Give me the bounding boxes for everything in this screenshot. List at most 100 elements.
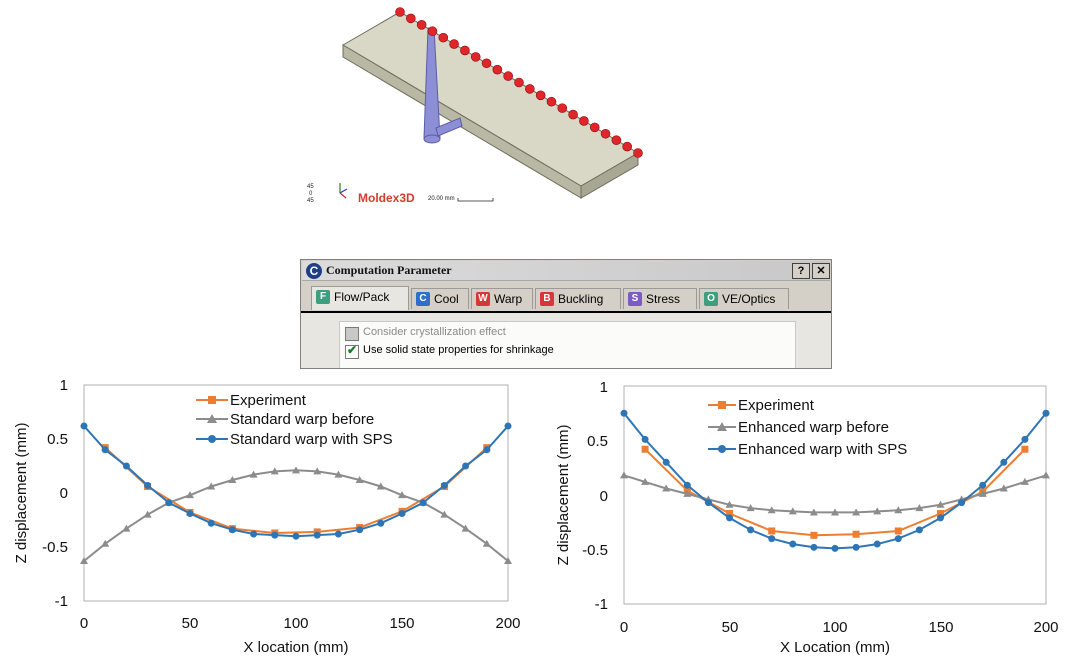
- data-point-square: [810, 531, 818, 539]
- y-tick-label: -0.5: [42, 539, 68, 556]
- plate-side-face: [580, 152, 639, 199]
- help-button[interactable]: ?: [792, 263, 810, 279]
- data-point-circle: [228, 526, 236, 534]
- data-point-triangle: [101, 539, 110, 547]
- tab-buckling[interactable]: B Buckling: [535, 288, 621, 309]
- data-point-triangle: [143, 510, 152, 518]
- gate-marker: [438, 32, 449, 43]
- data-point-circle: [979, 481, 987, 489]
- axis-triad-icon: [339, 183, 348, 199]
- data-point-triangle: [620, 471, 628, 479]
- tab-stress[interactable]: S Stress: [623, 288, 697, 309]
- x-tick-label: 200: [1033, 619, 1058, 636]
- data-point-triangle: [334, 470, 343, 478]
- y-tick-label: 0.5: [587, 433, 608, 450]
- gate-marker: [514, 77, 524, 88]
- data-point-circle: [747, 526, 755, 534]
- ve-optics-tab-icon: O: [704, 292, 718, 306]
- series-line-0: [104, 446, 488, 535]
- data-point-triangle: [788, 507, 797, 515]
- data-point-triangle: [207, 482, 216, 490]
- data-point-square: [726, 510, 733, 518]
- data-point-triangle: [482, 539, 491, 547]
- sprue-base: [423, 134, 441, 144]
- gate-marker: [622, 141, 632, 152]
- data-point-circle: [292, 532, 300, 540]
- data-point-circle: [1021, 435, 1029, 443]
- tab-flow-pack[interactable]: F Flow/Pack: [311, 286, 409, 310]
- tab-cool[interactable]: C Cool: [411, 288, 469, 309]
- data-point-triangle: [270, 467, 279, 475]
- legend-label: Experiment: [230, 392, 307, 409]
- data-point-circle: [726, 514, 733, 522]
- legend-label: Enhanced warp with SPS: [738, 441, 907, 458]
- data-point-triangle: [355, 476, 364, 484]
- data-point-circle: [271, 531, 279, 539]
- app-logo-icon: C: [306, 263, 322, 279]
- data-point-triangle: [641, 477, 650, 485]
- stress-tab-icon: S: [628, 292, 642, 306]
- data-point-square: [641, 445, 649, 453]
- data-point-square: [894, 527, 902, 535]
- y-tick-label: -1: [595, 596, 608, 613]
- data-point-circle: [398, 510, 406, 518]
- tab-ve-optics[interactable]: O VE/Optics: [699, 288, 789, 309]
- gate-marker: [611, 135, 622, 145]
- gate-marker: [481, 58, 492, 69]
- data-point-triangle: [80, 557, 88, 565]
- tab-strip: F Flow/Pack C Cool W Warp B Buckling S S…: [311, 286, 791, 310]
- data-point-circle: [165, 499, 173, 507]
- data-point-circle: [662, 458, 670, 466]
- gate-marker: [525, 84, 535, 94]
- orientation-label-2: 0: [309, 191, 313, 197]
- gate-marker: [633, 148, 643, 158]
- scale-bar: [457, 198, 494, 202]
- plot-area: [80, 384, 512, 602]
- runner: [435, 117, 463, 137]
- gate-marker: [470, 52, 481, 62]
- data-point-triangle: [894, 506, 903, 514]
- data-point-circle: [768, 535, 776, 543]
- x-tick-label: 0: [620, 619, 628, 636]
- x-axis-label: X location (mm): [243, 639, 348, 656]
- solid-state-checkbox[interactable]: ✔: [345, 343, 359, 359]
- data-point-triangle: [746, 504, 755, 512]
- data-point-circle: [831, 544, 839, 552]
- data-point-triangle: [292, 466, 300, 474]
- data-point-triangle: [1020, 477, 1029, 485]
- data-point-circle: [810, 543, 818, 551]
- data-point-triangle: [376, 482, 385, 490]
- flow-pack-tab-icon: F: [316, 290, 330, 304]
- data-point-triangle: [683, 489, 692, 497]
- data-point-triangle: [398, 491, 406, 499]
- gate-marker: [406, 13, 416, 24]
- close-button[interactable]: ✕: [812, 263, 830, 279]
- options-list: Consider crystallization effect ✔ Use so…: [339, 321, 796, 368]
- legend: Experiment Standard warp before Standard…: [196, 392, 393, 448]
- data-point-triangle: [852, 508, 861, 516]
- gate-marker: [395, 7, 405, 17]
- y-tick-label: 1: [60, 377, 68, 394]
- crystallization-checkbox: [345, 327, 359, 341]
- gate-marker: [449, 39, 459, 49]
- buckling-tab-icon: B: [540, 292, 554, 306]
- data-point-square: [1021, 445, 1029, 453]
- data-point-circle: [937, 514, 944, 522]
- x-axis-label: X Location (mm): [780, 639, 890, 656]
- option-label: Use solid state properties for shrinkage: [363, 344, 554, 356]
- data-point-triangle: [915, 504, 924, 512]
- series-line-0: [644, 448, 1026, 537]
- data-point-circle: [101, 446, 109, 454]
- plate-top-face: [342, 11, 639, 187]
- data-point-circle: [1000, 458, 1008, 466]
- data-point-circle: [122, 462, 130, 470]
- plot-border: [623, 385, 1047, 605]
- legend-label: Standard warp before: [230, 411, 374, 428]
- data-point-circle: [313, 531, 321, 539]
- x-tick-label: 100: [822, 619, 847, 636]
- tab-warp[interactable]: W Warp: [471, 288, 533, 309]
- plot-area: [620, 385, 1050, 605]
- data-point-triangle: [461, 524, 470, 532]
- data-point-circle: [852, 543, 860, 551]
- y-tick-label: -0.5: [582, 542, 608, 559]
